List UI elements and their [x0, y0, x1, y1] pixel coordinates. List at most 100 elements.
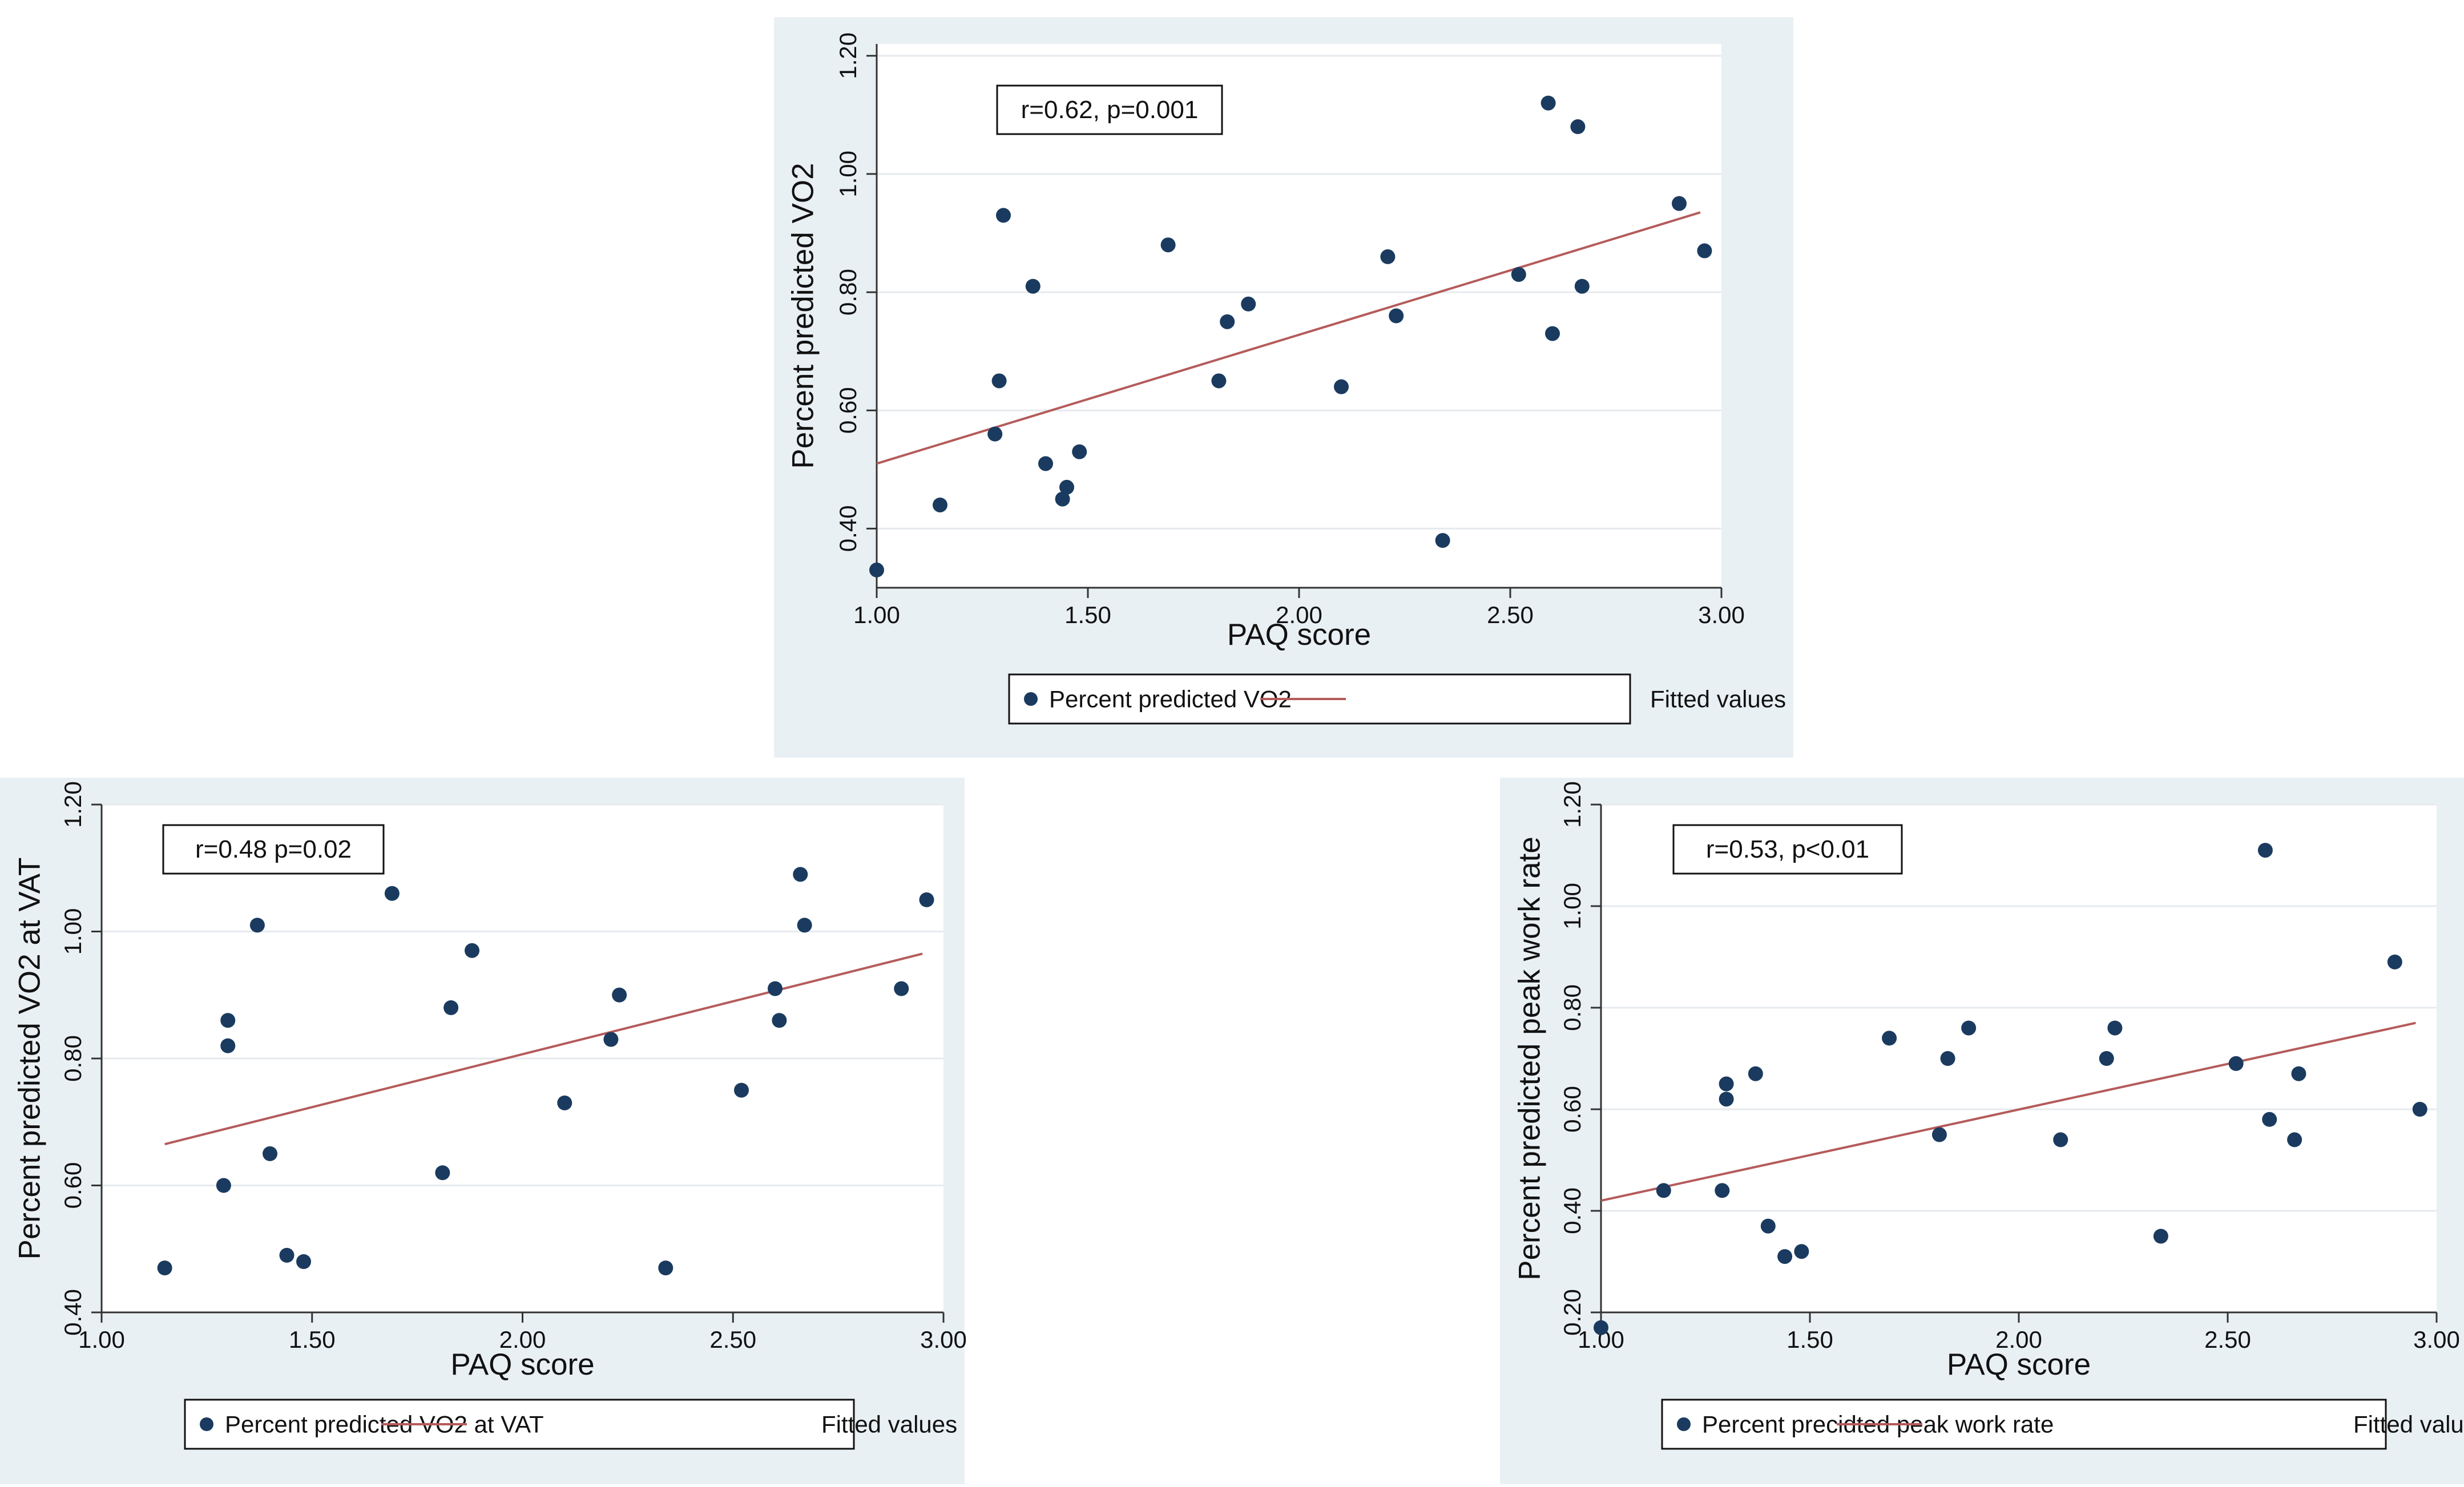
data-point — [2387, 954, 2402, 969]
data-point — [1760, 1218, 1776, 1234]
data-point — [296, 1254, 311, 1269]
x-tick-label: 2.50 — [1487, 601, 1534, 628]
y-tick-label: 0.40 — [1559, 1187, 1586, 1234]
data-point — [2228, 1056, 2244, 1071]
data-point — [1038, 456, 1053, 471]
data-point — [1719, 1092, 1734, 1107]
data-point — [1160, 237, 1176, 253]
data-point — [2153, 1229, 2168, 1244]
data-point — [658, 1260, 674, 1276]
x-tick-label: 1.50 — [289, 1326, 336, 1353]
data-point — [919, 892, 934, 907]
data-point — [1334, 379, 1349, 394]
data-point — [216, 1178, 231, 1193]
data-point — [1715, 1183, 1730, 1198]
data-point — [435, 1165, 450, 1181]
annotation-text: r=0.62, p=0.001 — [1021, 96, 1199, 124]
y-tick-label: 0.80 — [834, 269, 861, 316]
data-point — [1025, 278, 1041, 294]
data-point — [793, 867, 808, 882]
data-point — [1055, 491, 1070, 507]
y-tick-label: 1.20 — [834, 33, 861, 79]
y-tick-label: 0.60 — [59, 1162, 86, 1209]
y-axis-label: Percent predicted VO2 — [787, 163, 820, 468]
annotation-text: r=0.53, p<0.01 — [1706, 835, 1869, 863]
chart-panel-peak-work-rate: 0.20 0.40 0.60 0.80 1.00 1.20 1.00 1.50 2.00 2.50… — [1500, 778, 2464, 1484]
x-tick-label: 1.50 — [1064, 601, 1111, 628]
y-tick-label: 0.20 — [1559, 1289, 1586, 1336]
y-tick-label: 0.80 — [59, 1035, 86, 1082]
data-point — [1072, 444, 1087, 459]
annotation-box — [1672, 824, 1903, 875]
data-point — [1777, 1249, 1793, 1264]
x-tick-label: 2.50 — [709, 1326, 756, 1353]
data-point — [279, 1247, 295, 1263]
data-point — [2107, 1020, 2123, 1036]
x-tick-label: 3.00 — [2413, 1326, 2460, 1353]
legend-point-marker — [1024, 692, 1038, 706]
data-point — [1748, 1066, 1763, 1081]
data-point — [1697, 243, 1712, 258]
legend-point-marker — [1677, 1417, 1691, 1431]
data-point — [1656, 1183, 1671, 1198]
y-tick-label: 0.60 — [834, 387, 861, 434]
chart-peak-work-rate: 0.200.400.600.801.001.201.00 1.50 2.00 2.50… — [1513, 781, 2464, 1450]
data-point — [1241, 296, 1256, 312]
data-point — [933, 497, 947, 512]
y-tick-label: 1.20 — [59, 781, 86, 828]
data-point — [443, 1000, 459, 1015]
fitted-line — [164, 952, 923, 1146]
x-tick-label: 2.00 — [499, 1326, 546, 1353]
x-tick-label: 2.00 — [1995, 1326, 2042, 1353]
chart-vo2-vat: 0.40 0.60 0.80 1.00 1.20 1.00 1.50 2.00 2.50 3.00… — [13, 781, 967, 1450]
data-point — [1940, 1051, 1955, 1066]
data-point — [991, 373, 1007, 389]
data-point — [1794, 1244, 1809, 1259]
y-tick-label: 0.60 — [1559, 1086, 1586, 1133]
y-tick-label: 1.20 — [1559, 781, 1586, 828]
data-point — [1435, 533, 1450, 548]
plot-area — [1601, 805, 2437, 1312]
data-point — [1961, 1020, 1977, 1036]
y-tick-label: 0.40 — [834, 506, 861, 552]
y-tick-label: 1.00 — [59, 908, 86, 955]
x-tick-label: 3.00 — [920, 1326, 967, 1353]
data-point — [1672, 196, 1687, 211]
y-tick-label: 1.00 — [1559, 883, 1586, 930]
data-point — [768, 981, 783, 996]
data-point — [797, 918, 812, 933]
data-point — [772, 1013, 787, 1028]
data-point — [557, 1095, 572, 1110]
y-axis-label: Percent predicted peak work rate — [1513, 837, 1547, 1280]
data-point — [384, 886, 400, 901]
annotation-box — [162, 824, 385, 875]
data-point — [987, 426, 1003, 442]
data-point — [1540, 95, 1556, 111]
x-axis-label: PAQ score — [1227, 618, 1371, 652]
x-tick-label: 1.00 — [78, 1326, 125, 1353]
data-point — [1511, 266, 1526, 282]
data-point — [2291, 1066, 2306, 1081]
y-tick-label: 0.40 — [59, 1289, 86, 1336]
data-point — [1389, 308, 1404, 324]
x-tick-label: 2.50 — [2204, 1326, 2251, 1353]
x-axis-label: PAQ score — [1947, 1348, 2091, 1381]
annotation-box — [996, 84, 1223, 135]
data-point — [249, 918, 265, 933]
data-point — [1931, 1127, 1947, 1142]
data-point — [1574, 278, 1590, 294]
x-axis-label: PAQ score — [450, 1348, 594, 1381]
chart-panel-vo2: 0.40 0.60 0.80 1.00 1.20 1.00 1.50 2.00 2.50 3.00… — [774, 17, 1793, 758]
chart-vo2: 0.40 0.60 0.80 1.00 1.20 1.00 1.50 2.00 2.50 3.00… — [787, 33, 1786, 725]
data-point — [1380, 249, 1396, 264]
legend-point-marker — [200, 1417, 213, 1431]
data-point — [1594, 1320, 1608, 1335]
fitted-line — [876, 211, 1701, 465]
legend-box — [1661, 1399, 2387, 1450]
data-point — [1059, 479, 1074, 495]
data-point — [2099, 1051, 2114, 1066]
legend-label-fit: Fitted values — [2353, 1411, 2464, 1438]
data-point — [157, 1260, 172, 1276]
annotation-text: r=0.48 p=0.02 — [195, 835, 352, 863]
fitted-line — [1600, 1021, 2416, 1202]
